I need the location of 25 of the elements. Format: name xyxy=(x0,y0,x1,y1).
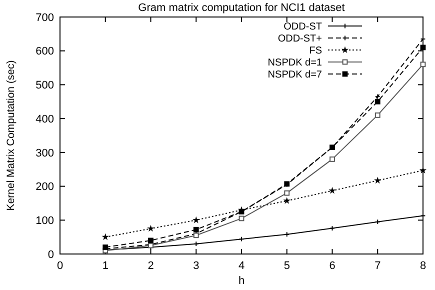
x-tick-label: 4 xyxy=(238,260,245,272)
y-axis-title: Kernel Matrix Computation (sec) xyxy=(5,60,17,211)
y-tick-label: 500 xyxy=(36,80,54,92)
legend-label: NSPDK d=1 xyxy=(268,58,322,68)
legend-label: ODD-ST+ xyxy=(278,34,322,44)
y-tick-label: 400 xyxy=(36,113,54,126)
x-tick-label: 3 xyxy=(193,260,200,272)
x-tick-label: 1 xyxy=(102,260,108,272)
y-tick-label: 600 xyxy=(36,46,54,58)
y-tick-label: 700 xyxy=(36,12,54,24)
x-tick-label: 0 xyxy=(56,260,64,272)
legend-label: NSPDK d=7 xyxy=(268,70,322,80)
x-tick-label: 5 xyxy=(284,260,290,272)
y-tick-label: 100 xyxy=(36,214,54,227)
x-tick-label: 8 xyxy=(420,260,426,272)
legend-label: FS xyxy=(309,46,322,56)
x-tick-label: 7 xyxy=(374,260,381,272)
x-axis-title: h xyxy=(238,275,245,287)
y-tick-label: 200 xyxy=(36,181,54,194)
y-tick-label: 300 xyxy=(36,147,54,160)
chart-title: Gram matrix computation for NCI1 dataset xyxy=(138,2,345,14)
x-tick-label: 6 xyxy=(329,260,336,272)
x-tick-label: 2 xyxy=(148,260,154,272)
legend-label: ODD-ST xyxy=(284,22,322,32)
y-tick-label: 0 xyxy=(48,248,54,261)
